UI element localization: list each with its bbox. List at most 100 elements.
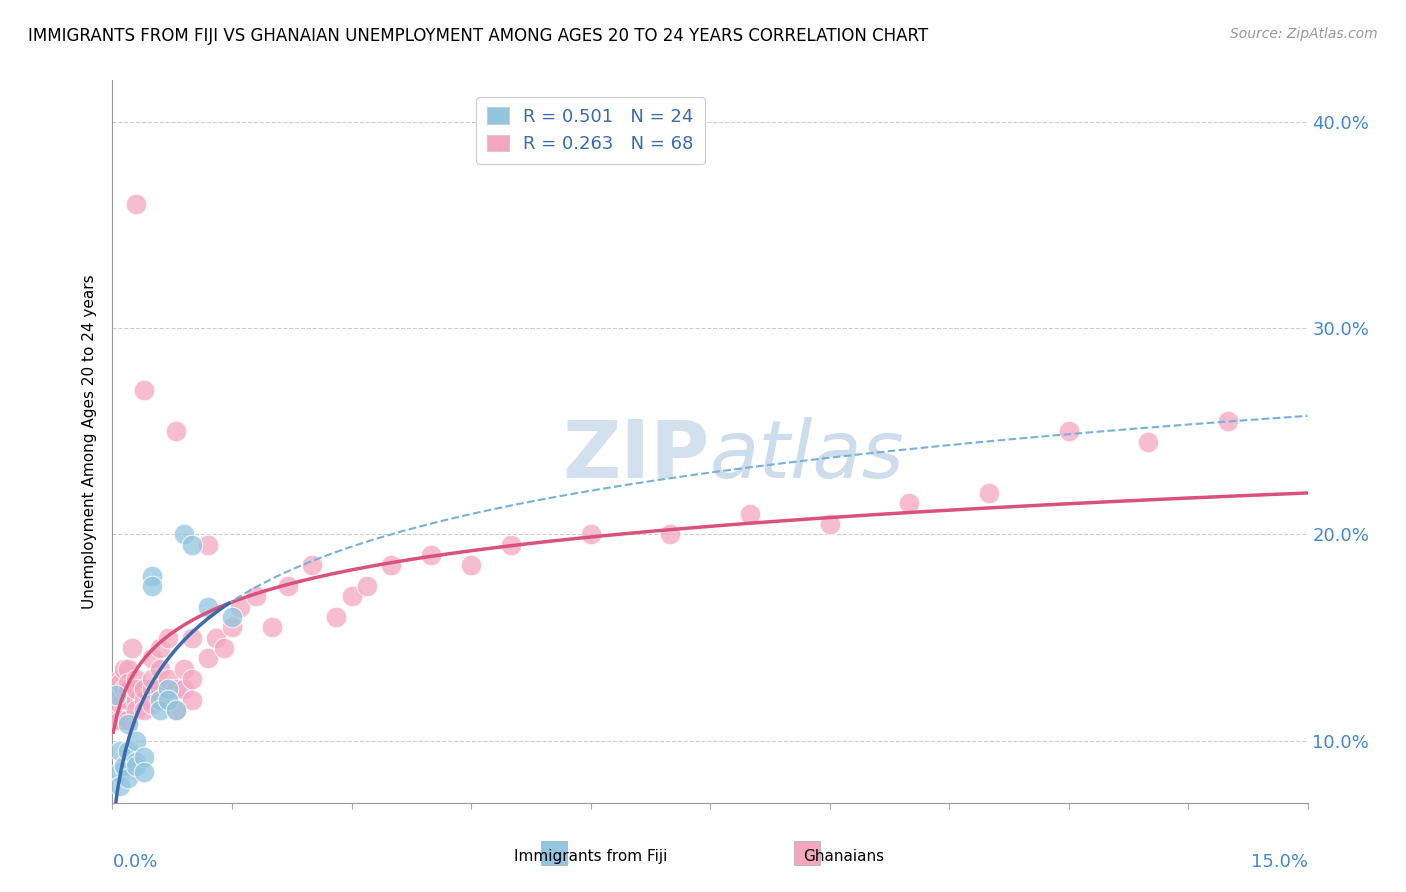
Point <box>149 703 172 717</box>
Point <box>117 692 139 706</box>
Point <box>197 538 219 552</box>
Point <box>121 640 143 655</box>
Point <box>149 682 172 697</box>
Point <box>212 640 235 655</box>
Text: 0.0%: 0.0% <box>112 854 157 871</box>
Point <box>165 682 187 697</box>
Point <box>125 682 148 697</box>
Point <box>157 631 180 645</box>
Point <box>114 662 135 676</box>
Point <box>125 672 148 686</box>
Point <box>117 682 139 697</box>
Point <box>149 662 172 676</box>
Point <box>165 703 187 717</box>
Point <box>977 486 1000 500</box>
Point <box>110 779 132 793</box>
Text: Source: ZipAtlas.com: Source: ZipAtlas.com <box>1230 27 1378 41</box>
Point <box>141 672 163 686</box>
Point <box>110 672 132 686</box>
Text: Immigrants from Fiji: Immigrants from Fiji <box>513 849 668 863</box>
Point <box>738 507 761 521</box>
Point <box>165 703 187 717</box>
Point <box>181 631 204 645</box>
Point <box>1137 434 1160 449</box>
Point <box>134 703 156 717</box>
Point <box>114 758 135 772</box>
Point <box>579 527 602 541</box>
Point <box>165 424 187 438</box>
Point <box>173 527 195 541</box>
Point <box>149 640 172 655</box>
Point <box>117 676 139 690</box>
Point <box>157 692 180 706</box>
Text: ZIP: ZIP <box>562 417 710 495</box>
Point <box>340 590 363 604</box>
Point <box>125 692 148 706</box>
Point <box>117 713 139 727</box>
Point <box>197 599 219 614</box>
Text: Ghanaians: Ghanaians <box>803 849 884 863</box>
Point <box>277 579 299 593</box>
Point <box>149 692 172 706</box>
Point <box>1216 414 1239 428</box>
Point <box>134 750 156 764</box>
Point <box>117 662 139 676</box>
Point <box>221 620 243 634</box>
Point <box>110 744 132 758</box>
Point <box>134 764 156 779</box>
Point <box>173 682 195 697</box>
Point <box>325 610 347 624</box>
Point <box>157 692 180 706</box>
Point <box>141 682 163 697</box>
Text: atlas: atlas <box>710 417 905 495</box>
Point <box>181 672 204 686</box>
Point <box>105 689 128 703</box>
Point <box>105 713 128 727</box>
Point <box>125 755 148 769</box>
Text: 15.0%: 15.0% <box>1250 854 1308 871</box>
Point <box>117 744 139 758</box>
Point <box>380 558 402 573</box>
Point <box>205 631 228 645</box>
Point <box>125 758 148 772</box>
Point <box>125 734 148 748</box>
Legend: R = 0.501   N = 24, R = 0.263   N = 68: R = 0.501 N = 24, R = 0.263 N = 68 <box>477 96 704 164</box>
Point <box>181 692 204 706</box>
Point <box>157 682 180 697</box>
Point <box>110 697 132 711</box>
Point <box>105 689 128 703</box>
Point <box>134 692 156 706</box>
Point <box>301 558 323 573</box>
Point <box>499 538 522 552</box>
Point <box>260 620 283 634</box>
Point <box>110 764 132 779</box>
Point <box>141 568 163 582</box>
Point <box>898 496 921 510</box>
Point <box>117 717 139 731</box>
Y-axis label: Unemployment Among Ages 20 to 24 years: Unemployment Among Ages 20 to 24 years <box>82 274 97 609</box>
Point <box>420 548 443 562</box>
Point <box>173 662 195 676</box>
Point <box>181 538 204 552</box>
Text: IMMIGRANTS FROM FIJI VS GHANAIAN UNEMPLOYMENT AMONG AGES 20 TO 24 YEARS CORRELAT: IMMIGRANTS FROM FIJI VS GHANAIAN UNEMPLO… <box>28 27 928 45</box>
Point <box>356 579 378 593</box>
Point <box>117 771 139 785</box>
Point <box>149 692 172 706</box>
Point <box>125 703 148 717</box>
Point <box>460 558 482 573</box>
Point <box>141 579 163 593</box>
Point <box>110 713 132 727</box>
Point <box>134 682 156 697</box>
Point <box>221 610 243 624</box>
Point <box>157 672 180 686</box>
Point <box>125 197 148 211</box>
Point <box>245 590 267 604</box>
Point <box>141 697 163 711</box>
Point <box>134 383 156 397</box>
Point <box>197 651 219 665</box>
Point <box>229 599 252 614</box>
Point <box>114 682 135 697</box>
Point <box>141 651 163 665</box>
Point <box>818 517 841 532</box>
Point <box>1057 424 1080 438</box>
